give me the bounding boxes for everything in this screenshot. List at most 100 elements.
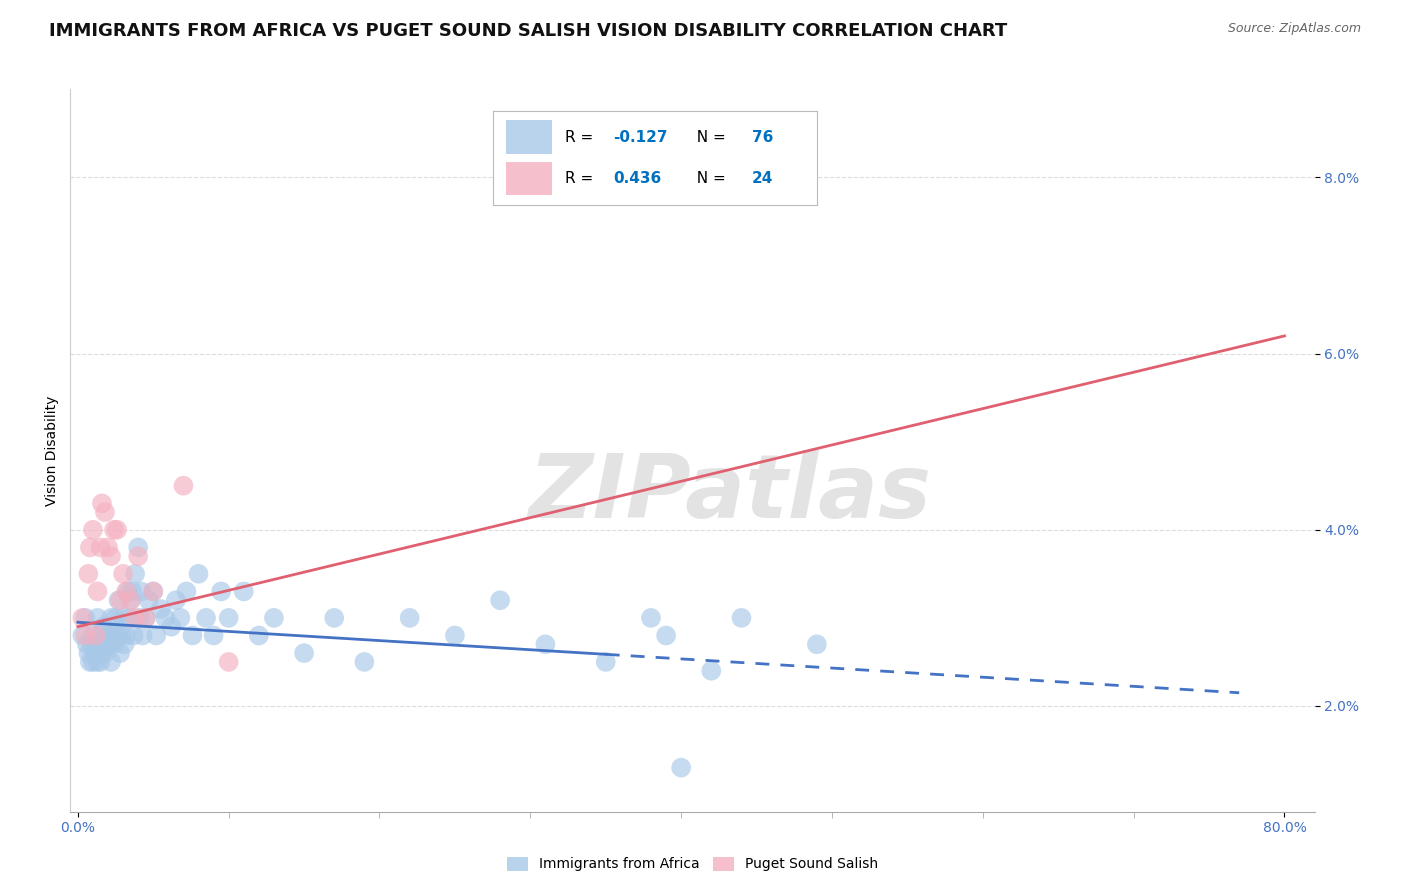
Point <box>94 505 117 519</box>
Point <box>77 646 100 660</box>
Point <box>169 611 191 625</box>
Point <box>76 637 98 651</box>
Point <box>79 541 101 555</box>
Point <box>112 611 135 625</box>
Point <box>121 584 143 599</box>
Point <box>124 611 146 625</box>
Point <box>160 620 183 634</box>
Point <box>93 620 115 634</box>
Point <box>91 496 114 510</box>
Point <box>104 611 127 625</box>
Point <box>534 637 557 651</box>
Point <box>110 628 132 642</box>
Point <box>89 541 111 555</box>
Point <box>655 628 678 642</box>
Point <box>98 637 121 651</box>
Point <box>120 593 142 607</box>
Point <box>82 523 104 537</box>
Point <box>83 646 105 660</box>
Point <box>145 628 167 642</box>
Point <box>195 611 218 625</box>
Point <box>100 655 122 669</box>
Point <box>77 566 100 581</box>
Point <box>94 646 117 660</box>
Point <box>122 628 145 642</box>
Point <box>108 593 131 607</box>
Point <box>97 628 120 642</box>
Point <box>181 628 204 642</box>
Point <box>209 584 232 599</box>
Point <box>232 584 254 599</box>
Point <box>96 637 118 651</box>
Point <box>112 566 135 581</box>
Point <box>131 628 153 642</box>
Point <box>103 637 125 651</box>
Point <box>86 584 108 599</box>
Point <box>105 628 128 642</box>
Point <box>292 646 315 660</box>
Point <box>149 602 172 616</box>
Point <box>89 628 111 642</box>
Point <box>127 541 149 555</box>
Point <box>142 584 165 599</box>
Point <box>105 523 128 537</box>
Point <box>117 584 139 599</box>
Point <box>172 479 194 493</box>
Point <box>89 655 111 669</box>
Point <box>700 664 723 678</box>
Point <box>155 611 177 625</box>
Point <box>87 637 110 651</box>
Point <box>108 646 131 660</box>
Point <box>263 611 285 625</box>
Y-axis label: Vision Disability: Vision Disability <box>45 395 59 506</box>
Point <box>80 637 103 651</box>
Point <box>398 611 420 625</box>
Point <box>247 628 270 642</box>
Text: Source: ZipAtlas.com: Source: ZipAtlas.com <box>1227 22 1361 36</box>
Point <box>669 761 692 775</box>
Point <box>103 523 125 537</box>
Point <box>806 637 828 651</box>
Point <box>79 655 101 669</box>
Legend: Immigrants from Africa, Puget Sound Salish: Immigrants from Africa, Puget Sound Sali… <box>501 851 884 877</box>
Point <box>187 566 209 581</box>
Point <box>142 584 165 599</box>
Point <box>127 549 149 564</box>
Point <box>176 584 198 599</box>
Point <box>595 655 617 669</box>
Point <box>202 628 225 642</box>
Point <box>353 655 375 669</box>
Point <box>100 611 122 625</box>
Point <box>218 655 240 669</box>
Point <box>91 646 114 660</box>
Point <box>107 593 129 607</box>
Point <box>72 628 94 642</box>
Point <box>75 611 97 625</box>
Point <box>135 611 157 625</box>
Point <box>444 628 467 642</box>
Point <box>124 566 146 581</box>
Point <box>120 593 142 607</box>
Point <box>640 611 662 625</box>
Text: IMMIGRANTS FROM AFRICA VS PUGET SOUND SALISH VISION DISABILITY CORRELATION CHART: IMMIGRANTS FROM AFRICA VS PUGET SOUND SA… <box>49 22 1008 40</box>
Point <box>84 628 107 642</box>
Point <box>129 584 152 599</box>
Point <box>100 549 122 564</box>
Point <box>86 611 108 625</box>
Point <box>323 611 346 625</box>
Point <box>72 611 94 625</box>
Point <box>118 611 141 625</box>
Point <box>86 655 108 669</box>
Point <box>489 593 512 607</box>
Point <box>114 637 136 651</box>
Point <box>165 593 187 607</box>
Point <box>115 628 138 642</box>
Point <box>138 593 160 607</box>
Point <box>82 628 104 642</box>
Point <box>101 628 124 642</box>
Point <box>82 655 104 669</box>
Point <box>97 541 120 555</box>
Point <box>115 584 138 599</box>
Point <box>84 637 107 651</box>
Text: ZIPatlas: ZIPatlas <box>529 450 931 537</box>
